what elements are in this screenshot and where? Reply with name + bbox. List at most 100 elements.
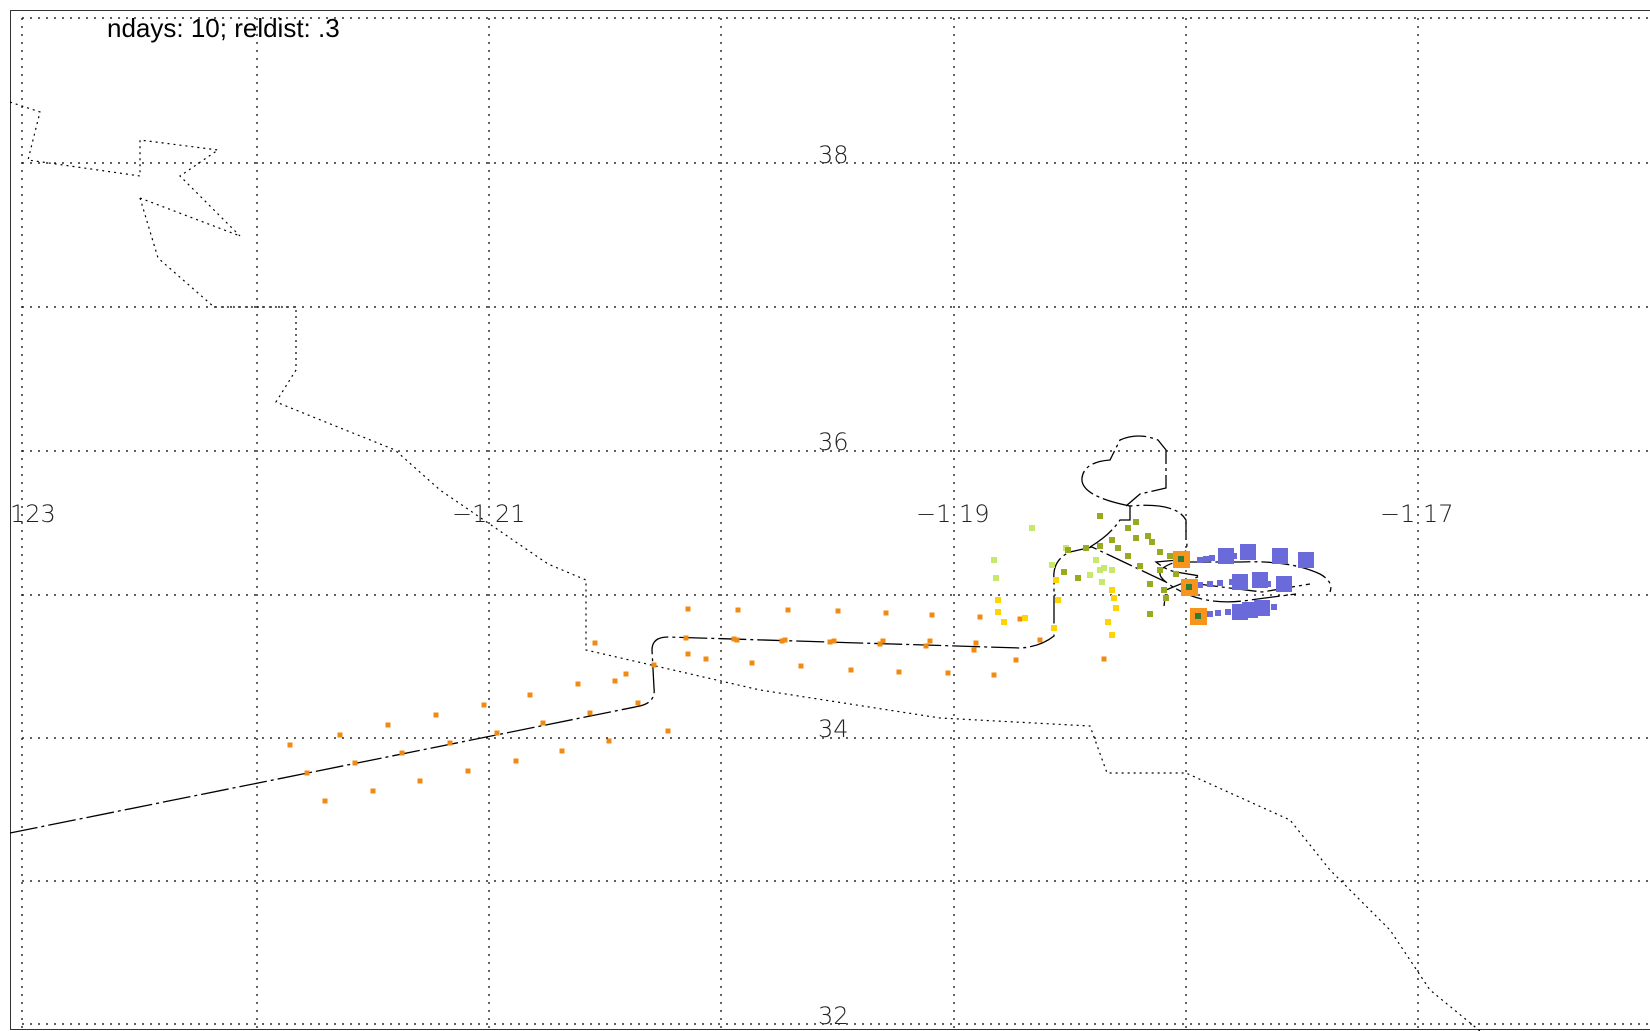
particle-marker <box>1133 535 1139 541</box>
particle-marker <box>1203 556 1209 562</box>
trajectory-path <box>1154 559 1203 607</box>
particle-marker <box>1147 581 1153 587</box>
particle-marker <box>1053 577 1059 583</box>
particle-marker <box>481 702 487 708</box>
particle-marker <box>1218 548 1234 564</box>
coastline <box>9 101 1481 1031</box>
particle-marker <box>527 692 533 698</box>
particle-marker <box>1113 605 1119 611</box>
particle-marker <box>587 710 593 716</box>
particle-marker <box>1105 619 1111 625</box>
release-point <box>1181 579 1198 596</box>
particle-marker <box>1051 625 1057 631</box>
particle-marker <box>1055 597 1061 603</box>
particle-marker <box>1209 555 1215 561</box>
particle-marker <box>1061 569 1067 575</box>
particle-marker <box>1137 563 1143 569</box>
particle-marker <box>1133 519 1139 525</box>
particle-marker <box>993 575 999 581</box>
particles-far <box>287 606 1107 804</box>
particle-marker <box>592 640 598 646</box>
particle-marker <box>883 610 889 616</box>
particle-marker <box>1099 579 1105 585</box>
particle-marker <box>880 638 886 644</box>
particle-marker <box>703 656 709 662</box>
particle-marker <box>1001 619 1007 625</box>
particle-marker <box>685 651 691 657</box>
particle-marker <box>399 750 405 756</box>
particle-marker <box>798 663 804 669</box>
particle-marker <box>1101 565 1107 571</box>
lat-label: 32 <box>818 1002 849 1030</box>
particle-marker <box>370 788 376 794</box>
particle-marker <box>1075 575 1081 581</box>
particle-marker <box>1022 615 1028 621</box>
particle-marker <box>612 678 618 684</box>
particle-marker <box>1109 567 1115 573</box>
particle-marker <box>433 712 439 718</box>
particle-marker <box>1232 574 1248 590</box>
lat-label: 38 <box>818 141 849 169</box>
particle-marker <box>606 738 612 744</box>
release-points <box>1173 551 1207 625</box>
particle-marker <box>1298 552 1314 568</box>
particle-marker <box>1252 572 1268 588</box>
particle-marker <box>731 636 737 642</box>
lon-label: −1 21 <box>452 500 526 528</box>
particle-marker <box>1276 576 1292 592</box>
particle-marker <box>877 641 883 647</box>
particle-marker <box>785 607 791 613</box>
particle-marker <box>991 672 997 678</box>
particle-marker <box>1029 525 1035 531</box>
particle-marker <box>1049 562 1055 568</box>
particle-marker <box>831 638 837 644</box>
particle-marker <box>927 638 933 644</box>
particle-marker <box>1157 549 1163 555</box>
particle-marker <box>385 722 391 728</box>
particle-marker <box>1125 525 1131 531</box>
particle-marker <box>1109 587 1115 593</box>
particle-marker <box>1013 657 1019 663</box>
trajectory-path <box>1081 435 1167 507</box>
particle-marker <box>848 667 854 673</box>
particle-marker <box>779 638 785 644</box>
particle-marker <box>635 700 641 706</box>
particle-marker <box>1037 637 1043 643</box>
particle-marker <box>685 606 691 612</box>
lon-label: 123 <box>10 500 56 528</box>
lat-label: 34 <box>818 715 849 743</box>
particle-marker <box>1207 581 1213 587</box>
particle-marker <box>1167 553 1173 559</box>
particle-marker <box>991 557 997 563</box>
particle-marker <box>683 635 689 641</box>
particle-marker <box>973 640 979 646</box>
particle-marker <box>1087 572 1093 578</box>
particle-marker <box>1173 571 1179 577</box>
particle-marker <box>651 662 657 668</box>
particle-marker <box>575 681 581 687</box>
map-frame <box>10 10 1650 1030</box>
particle-marker <box>1097 567 1103 573</box>
graticule <box>21 17 1650 1029</box>
lon-label: −1 19 <box>916 500 990 528</box>
particle-marker <box>1197 582 1203 588</box>
particle-marker <box>1197 557 1203 563</box>
particle-marker <box>304 770 310 776</box>
particle-marker <box>1271 604 1277 610</box>
particle-marker <box>665 728 671 734</box>
particle-marker <box>1111 595 1117 601</box>
particle-marker <box>749 660 755 666</box>
particle-marker <box>734 637 740 643</box>
particle-marker <box>995 609 1001 615</box>
particles-mid <box>991 513 1179 638</box>
particle-marker <box>1225 609 1231 615</box>
particle-marker <box>1065 547 1071 553</box>
particle-marker <box>1207 611 1213 617</box>
particle-marker <box>1109 537 1115 543</box>
particle-marker <box>1163 595 1169 601</box>
particle-marker <box>1149 539 1155 545</box>
particle-marker <box>971 647 977 653</box>
particle-marker <box>1242 602 1258 618</box>
particle-marker <box>782 637 788 643</box>
particle-marker <box>995 597 1001 603</box>
